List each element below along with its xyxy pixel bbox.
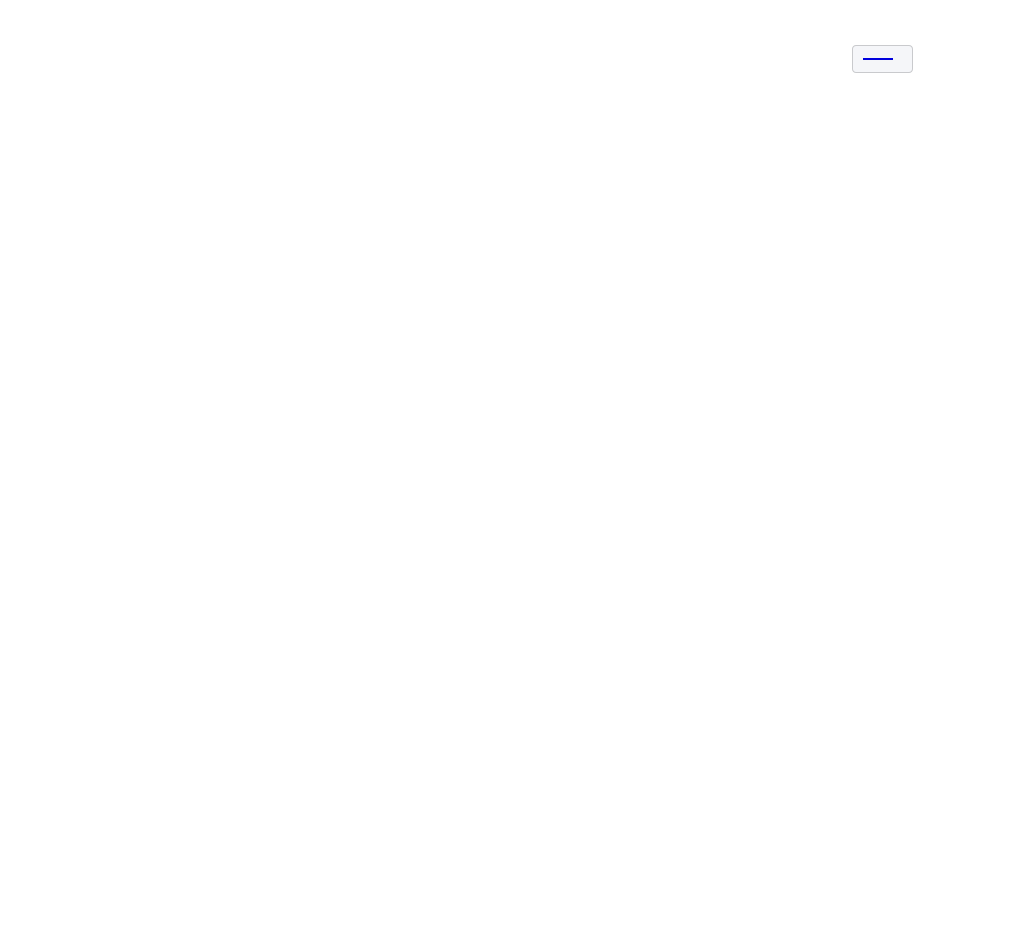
legend-line-swatch bbox=[863, 58, 893, 60]
legend bbox=[852, 45, 913, 73]
